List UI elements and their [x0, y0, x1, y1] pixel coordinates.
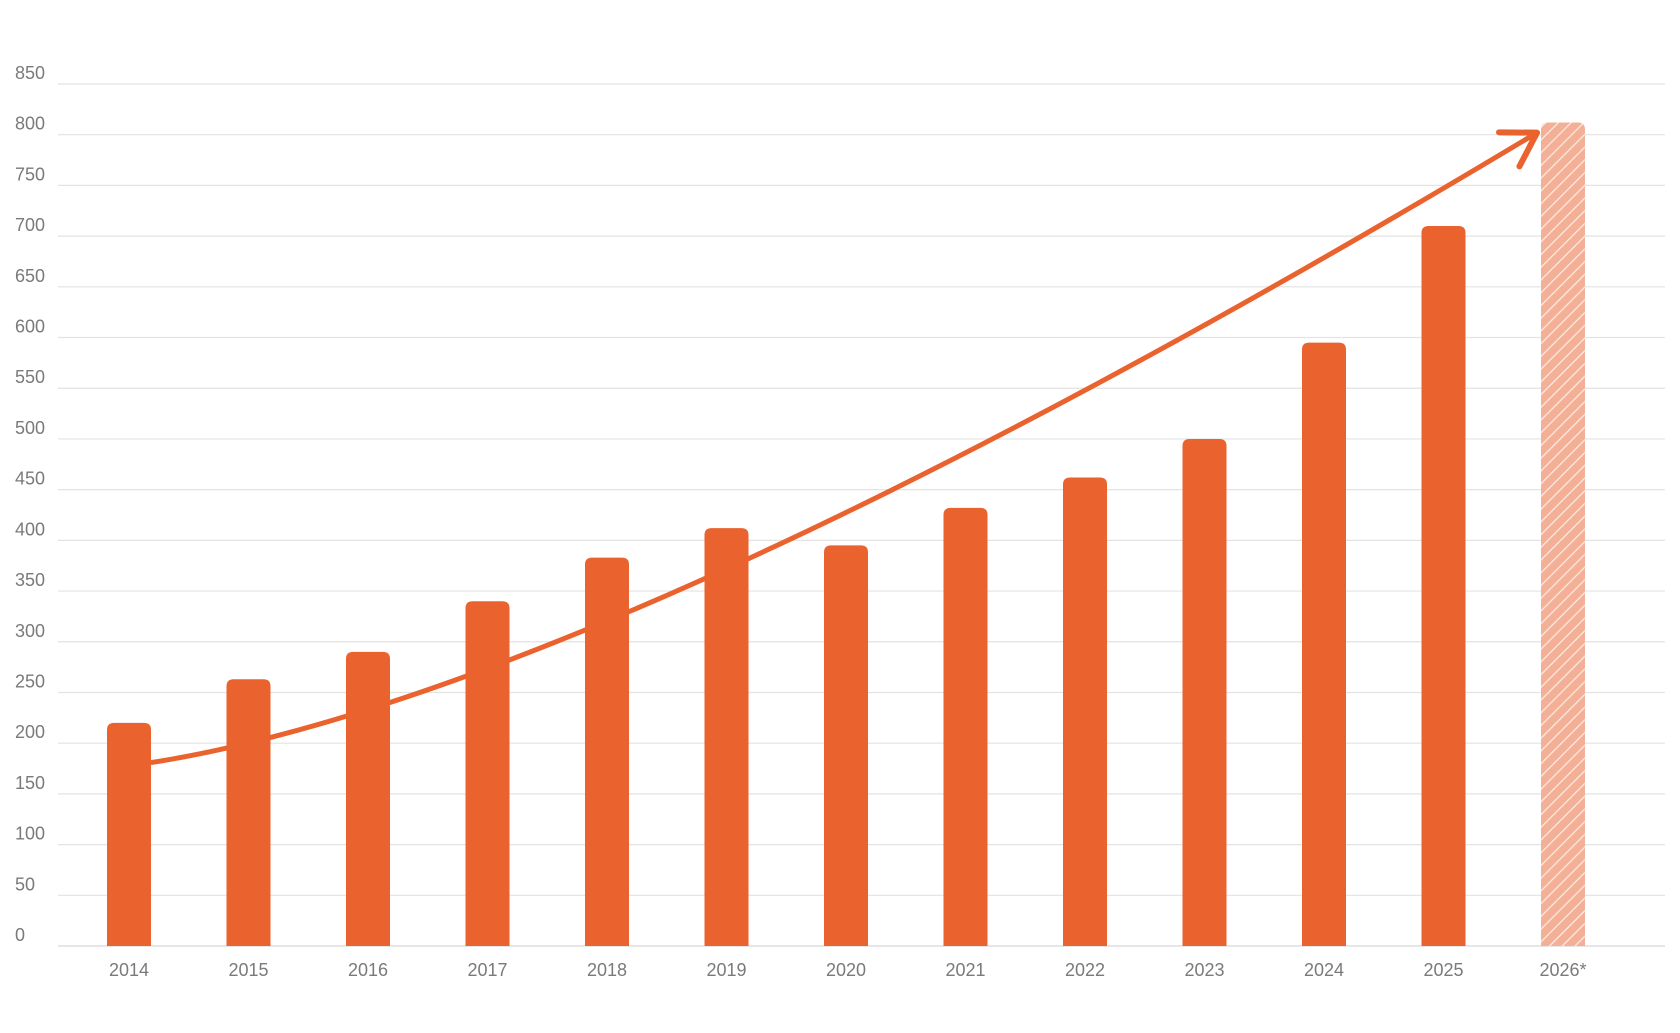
bar-2016 [346, 651, 390, 946]
bar-2014 [107, 722, 151, 946]
x-tick-label: 2025 [1423, 960, 1463, 980]
x-tick-label: 2020 [826, 960, 866, 980]
bar-2019 [704, 528, 749, 946]
y-tick-label: 50 [15, 874, 35, 894]
x-tick-label: 2016 [348, 960, 388, 980]
y-tick-label: 500 [15, 418, 45, 438]
y-tick-label: 700 [15, 215, 45, 235]
y-tick-label: 200 [15, 722, 45, 742]
x-tick-label: 2015 [228, 960, 268, 980]
y-tick-label: 300 [15, 621, 45, 641]
y-tick-label: 350 [15, 570, 45, 590]
bar-2017 [465, 601, 510, 946]
y-tick-label: 750 [15, 164, 45, 184]
bar-2021 [943, 507, 988, 946]
bar-2018 [585, 557, 629, 946]
x-tick-label: 2014 [109, 960, 149, 980]
y-tick-label: 650 [15, 266, 45, 286]
bar-2015 [226, 679, 271, 946]
bars [107, 122, 1585, 947]
bar-projected-2026* [1541, 122, 1585, 946]
y-tick-label: 550 [15, 367, 45, 387]
y-tick-label: 800 [15, 114, 45, 134]
trend-arrow [149, 129, 1540, 765]
y-tick-label: 150 [15, 773, 45, 793]
x-tick-label: 2024 [1304, 960, 1344, 980]
trend-line [149, 130, 1540, 765]
x-tick-label: 2017 [467, 960, 507, 980]
y-tick-label: 450 [15, 469, 45, 489]
y-tick-label: 250 [15, 671, 45, 691]
bar-2020 [824, 545, 868, 946]
x-tick-label: 2021 [945, 960, 985, 980]
bar-2022 [1063, 477, 1107, 946]
bar-2024 [1302, 342, 1346, 947]
y-tick-label: 0 [15, 925, 25, 945]
y-tick-label: 400 [15, 519, 45, 539]
x-tick-label: 2026* [1539, 960, 1586, 980]
bar-2023 [1182, 438, 1227, 946]
x-tick-label: 2018 [587, 960, 627, 980]
y-tick-label: 100 [15, 824, 45, 844]
x-tick-label: 2022 [1065, 960, 1105, 980]
trend-arrowhead [1496, 129, 1540, 170]
bar-2025 [1421, 225, 1466, 947]
x-tick-label: 2023 [1184, 960, 1224, 980]
x-axis-tick-labels: 2014 2015 2016 2017 2018 2019 2020 2021 2022 2023… [109, 960, 1587, 980]
gridlines [58, 83, 1665, 947]
y-axis-tick-labels: 0 50 100 150 200 250 300 350 400 450 500 550 600 650 7… [15, 63, 45, 945]
y-tick-label: 600 [15, 317, 45, 337]
x-tick-label: 2019 [706, 960, 746, 980]
y-tick-label: 850 [15, 63, 45, 83]
